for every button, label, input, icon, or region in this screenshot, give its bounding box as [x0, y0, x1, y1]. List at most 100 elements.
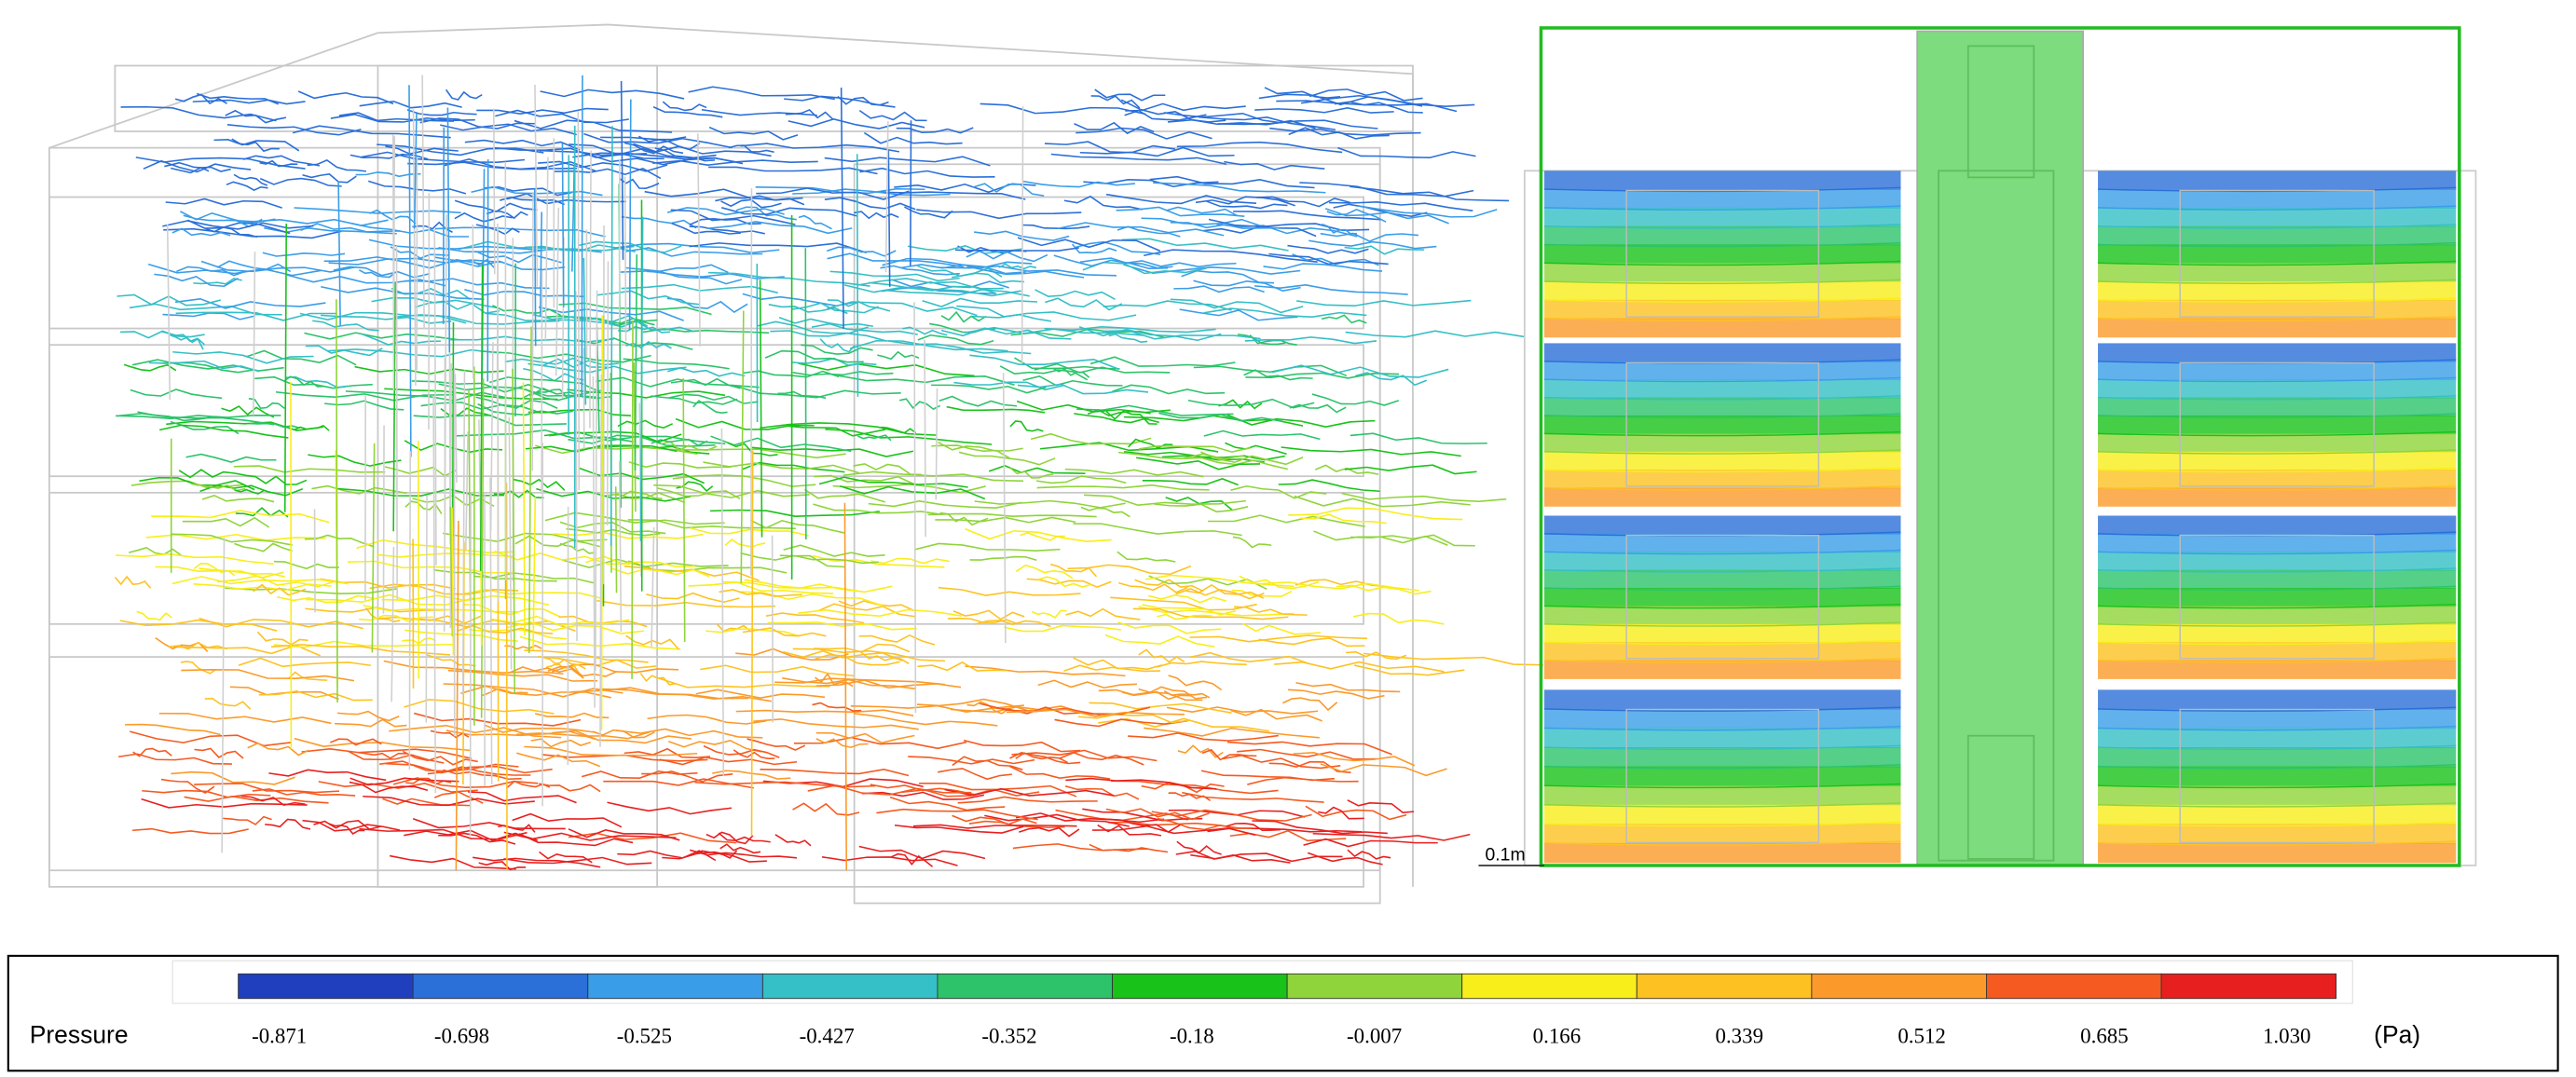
- tick-label: -0.007: [1347, 1024, 1402, 1047]
- streamline: [902, 326, 948, 336]
- streamline: [180, 661, 216, 675]
- shaft: [1916, 30, 2085, 866]
- streamline: [722, 580, 893, 593]
- streamline: [581, 770, 698, 779]
- streamline: [965, 527, 1112, 542]
- streamline: [938, 442, 1023, 452]
- streamline: [558, 615, 648, 628]
- streamline: [938, 586, 1081, 596]
- streamline: [404, 699, 555, 715]
- contour-line: [1543, 279, 1901, 284]
- streamline: [1063, 195, 1143, 211]
- streamline: [504, 161, 507, 580]
- streamline: [1054, 718, 1188, 728]
- streamline: [969, 354, 1119, 371]
- streamline: [692, 400, 728, 414]
- streamline: [583, 132, 733, 149]
- streamline: [1309, 239, 1437, 250]
- contour-line: [1543, 205, 1901, 211]
- contour-line: [2098, 603, 2457, 609]
- streamline: [740, 143, 900, 153]
- colorbar-segment: [587, 973, 763, 1000]
- streamline: [234, 542, 293, 552]
- streamline: [1179, 308, 1298, 321]
- contour-band: [2098, 642, 2457, 661]
- streamline: [779, 554, 879, 565]
- streamline: [788, 117, 925, 130]
- streamline: [628, 461, 732, 469]
- streamline: [970, 311, 1137, 321]
- contour-line: [2098, 658, 2457, 663]
- streamline: [226, 124, 362, 136]
- streamline: [1225, 442, 1287, 456]
- streamline: [596, 290, 700, 306]
- streamline: [321, 285, 485, 300]
- streamline: [1231, 589, 1293, 597]
- streamline: [1312, 832, 1471, 841]
- streamline: [1333, 203, 1428, 217]
- streamline: [843, 284, 1021, 297]
- contour-line: [1543, 224, 1901, 229]
- streamline: [524, 244, 636, 253]
- contour-band: [2098, 244, 2457, 265]
- streamline: [506, 193, 626, 205]
- streamline: [1254, 284, 1408, 295]
- streamline: [627, 519, 796, 530]
- streamline: [589, 150, 592, 429]
- streamline: [1173, 285, 1265, 293]
- streamline: [238, 657, 371, 668]
- streamline: [1201, 748, 1257, 761]
- tick-label: 0.166: [1533, 1024, 1582, 1047]
- streamline: [1230, 708, 1322, 722]
- streamline: [171, 770, 295, 785]
- legend-title: Pressure: [30, 1020, 129, 1048]
- contour-band: [2098, 318, 2457, 338]
- streamline: [306, 593, 474, 607]
- streamline: [283, 223, 288, 512]
- streamline: [888, 340, 1032, 355]
- room-outline: [2179, 708, 2375, 843]
- streamline: [539, 783, 601, 793]
- streamline: [1075, 240, 1161, 256]
- streamline: [1009, 765, 1111, 780]
- streamline: [623, 747, 711, 758]
- streamline: [1138, 444, 1251, 453]
- streamline: [359, 151, 526, 163]
- streamline: [1271, 364, 1449, 378]
- streamline: [1258, 637, 1365, 648]
- streamline: [720, 428, 725, 777]
- contour-band: [1543, 689, 1901, 710]
- streamline: [407, 161, 578, 170]
- contour-band: [1543, 487, 1901, 507]
- streamline: [494, 550, 631, 566]
- streamline: [621, 215, 697, 229]
- streamline: [1138, 648, 1185, 663]
- tick-label: 0.512: [1898, 1024, 1946, 1047]
- streamline: [615, 728, 763, 739]
- streamline: [1074, 413, 1160, 424]
- wireframe: [48, 23, 1414, 887]
- contour-line: [2098, 186, 2457, 193]
- streamline: [1142, 604, 1237, 616]
- streamline: [1076, 404, 1234, 416]
- streamline: [531, 192, 534, 471]
- streamline: [534, 712, 610, 719]
- contour-band: [1543, 708, 1901, 729]
- streamline: [333, 266, 431, 279]
- streamline: [774, 834, 812, 847]
- streamline: [182, 516, 270, 528]
- streamline: [619, 177, 660, 189]
- room-outline: [2179, 534, 2375, 660]
- streamline: [1124, 108, 1226, 123]
- contour-band: [2098, 606, 2457, 625]
- streamline: [1158, 412, 1282, 422]
- streamline: [1017, 237, 1161, 252]
- streamline: [142, 789, 271, 798]
- streamline: [753, 718, 919, 730]
- streamline: [514, 119, 673, 133]
- streamline: [1144, 727, 1320, 739]
- contour-band: [2098, 569, 2457, 589]
- streamline: [391, 134, 395, 391]
- contour-band: [2098, 708, 2457, 729]
- streamline: [359, 100, 462, 109]
